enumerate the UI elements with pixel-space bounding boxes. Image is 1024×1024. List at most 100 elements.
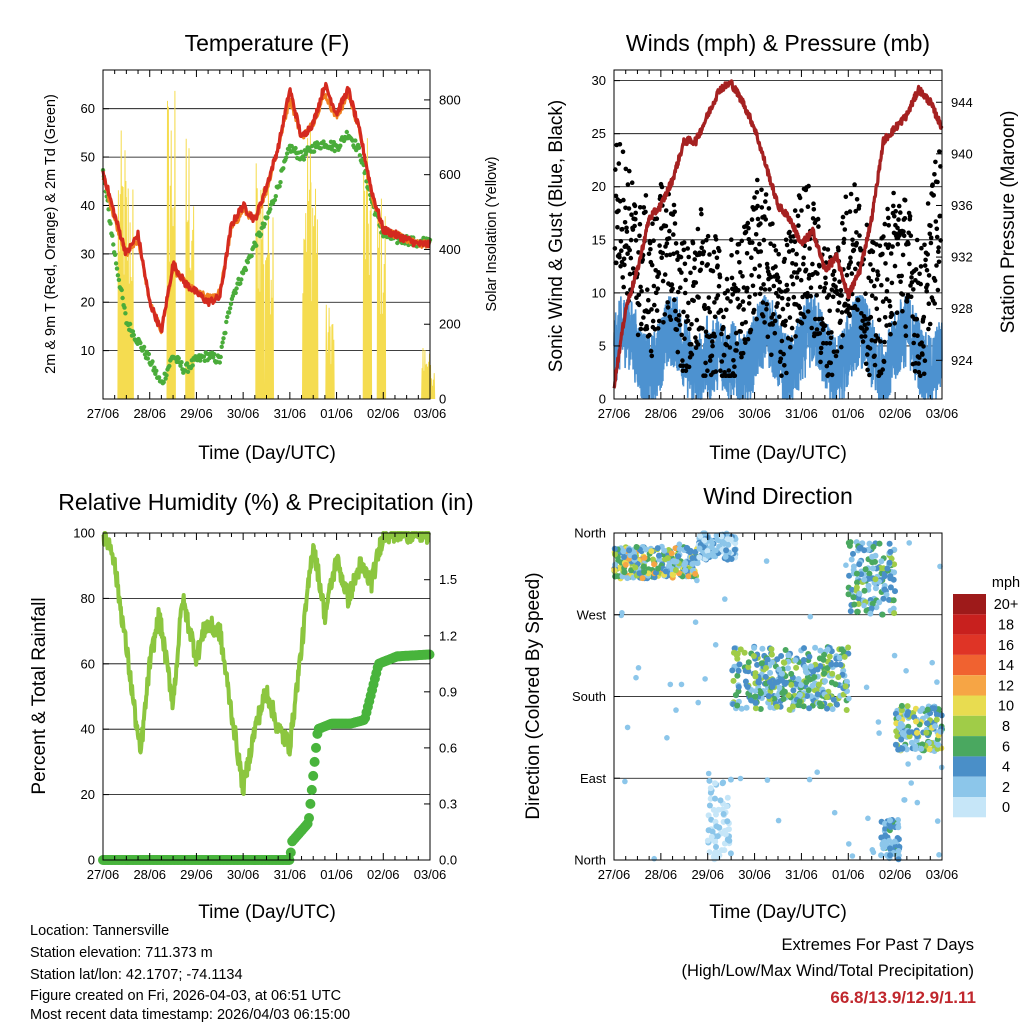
direction-point [673, 707, 679, 713]
td-point [113, 261, 119, 266]
gust-point [853, 266, 858, 272]
direction-point [696, 545, 703, 552]
direction-point [848, 556, 855, 563]
gust-point [667, 228, 672, 234]
gust-point [662, 312, 668, 317]
direction-point [876, 540, 883, 547]
direction-point [801, 645, 807, 652]
direction-point [829, 706, 836, 713]
gust-point [869, 338, 875, 343]
direction-point [624, 575, 631, 582]
td-point [141, 344, 147, 350]
gust-point [900, 252, 906, 258]
td-point [110, 233, 115, 238]
td-point [278, 180, 283, 185]
y-tick-label: 100 [73, 526, 95, 541]
gust-point [937, 213, 943, 219]
gust-point [886, 223, 891, 228]
direction-point [845, 539, 852, 546]
direction-point [870, 565, 877, 572]
gust-point [891, 190, 896, 196]
gust-point [659, 184, 665, 190]
x-tick-label: 27/06 [598, 867, 631, 882]
direction-point [882, 832, 889, 839]
direction-point [817, 647, 824, 654]
gust-point [746, 225, 751, 231]
gust-point [927, 321, 933, 327]
td-point [221, 336, 226, 341]
x-tick-label: 03/06 [414, 406, 447, 421]
gust-point [674, 250, 680, 255]
y-tick-label: 5 [599, 338, 606, 353]
gust-point [745, 220, 751, 226]
direction-point [892, 588, 898, 595]
td-point [258, 232, 264, 237]
station-location: Location: Tannersville [30, 923, 170, 939]
direction-point [662, 568, 669, 575]
td-point [284, 151, 290, 156]
precip-point [308, 770, 319, 781]
gust-point [671, 232, 676, 237]
gust-point [867, 346, 873, 351]
direction-point [898, 707, 905, 714]
gust-point [725, 296, 730, 301]
precip-point [304, 813, 314, 823]
gust-point [651, 283, 657, 289]
gust-point [829, 372, 835, 378]
gust-point [889, 312, 895, 318]
x-tick-label: 03/06 [414, 867, 447, 882]
gust-point [848, 255, 853, 260]
gust-point [785, 287, 790, 293]
direction-point [887, 824, 894, 830]
direction-point [664, 555, 671, 562]
y-tick-label: 60 [81, 101, 95, 116]
gust-point [707, 358, 713, 363]
direction-point [914, 799, 921, 806]
y-right-tick-label: 940 [951, 146, 973, 161]
direction-point [896, 725, 903, 731]
gust-point [783, 318, 788, 324]
gust-point [824, 363, 830, 369]
direction-point [780, 696, 787, 702]
td-point [179, 360, 184, 365]
td-point [268, 206, 273, 212]
td-point [238, 281, 243, 286]
gust-point [747, 294, 752, 300]
x-tick-label: 28/06 [133, 406, 166, 421]
gust-point [748, 327, 754, 333]
direction-point [745, 668, 752, 675]
y-tick-label: 15 [592, 232, 606, 247]
direction-point [705, 812, 712, 819]
direction-point [701, 537, 708, 544]
direction-point [727, 536, 734, 543]
x-tick-label: 01/06 [832, 406, 865, 421]
gust-point [620, 226, 625, 232]
gust-point [804, 294, 810, 300]
legend-label: 0 [1002, 800, 1010, 816]
td-point [301, 157, 307, 162]
gust-point [847, 313, 852, 319]
direction-point [675, 553, 682, 560]
direction-point [842, 683, 849, 690]
gust-point [689, 322, 694, 327]
direction-point [667, 681, 674, 688]
direction-point [845, 644, 852, 651]
direction-point [806, 776, 813, 783]
direction-point [668, 550, 675, 557]
gust-point [643, 193, 649, 198]
wind-direction-title: Wind Direction [703, 483, 853, 509]
direction-point [891, 652, 898, 659]
direction-point [672, 567, 679, 574]
gust-point [836, 300, 842, 306]
gust-point [775, 301, 780, 306]
direction-point [676, 541, 683, 547]
gust-point [802, 314, 807, 320]
direction-point [695, 699, 701, 706]
td-point [156, 375, 162, 380]
x-tick-label: 01/06 [320, 867, 353, 882]
td-point [234, 286, 239, 291]
x-tick-label: 30/06 [738, 406, 771, 421]
gust-point [868, 279, 874, 284]
x-tick-label: 27/06 [598, 406, 631, 421]
